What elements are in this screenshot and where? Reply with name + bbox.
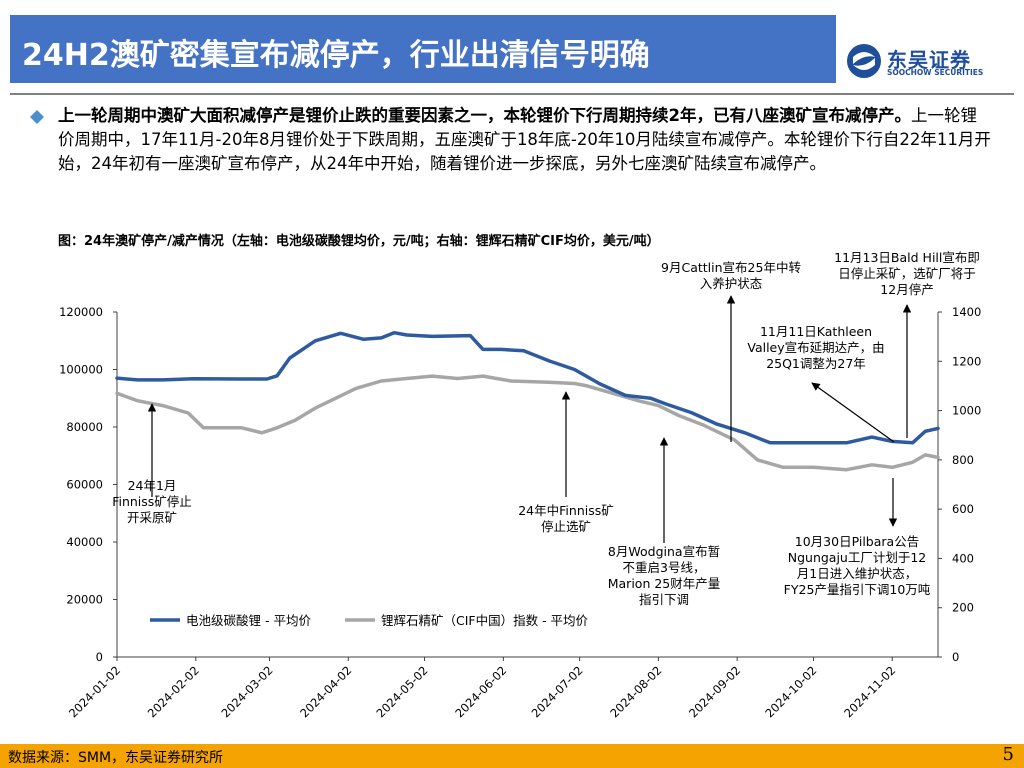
legend-carbonate-label: 电池级碳酸锂 - 平均价 [186, 613, 311, 628]
left-y-tick-label: 0 [96, 650, 103, 664]
left-y-tick-label: 60000 [66, 478, 103, 492]
annotation-text: 8月Wodgina宣布暂不重启3号线， Marion 25财年产量指引下调 [608, 544, 721, 607]
header-divider [10, 93, 1014, 95]
x-tick-label: 2024-07-02 [529, 663, 586, 720]
annotation-text: 9月Cattlin宣布25年中转入养护状态 [661, 260, 801, 291]
left-y-tick-label: 120000 [59, 305, 103, 319]
logo-text-cn: 东吴证券 [887, 48, 971, 72]
annotation-text: 10月30日Pilbara公告 Ngungaju工厂计划于12 月1日进入维护状态，… [784, 534, 931, 597]
soochow-logo: 东吴证券 SOOCHOW SECURITIES [845, 42, 1005, 82]
left-y-tick-label: 100000 [59, 363, 103, 377]
legend-spodumene-label: 锂辉石精矿（CIF中国）指数 - 平均价 [381, 613, 589, 628]
x-tick-label: 2024-05-02 [374, 663, 431, 720]
diamond-bullet-icon [30, 110, 44, 124]
figure-title: 图：24年澳矿停产/减产情况（左轴：电池级碳酸锂均价，元/吨；右轴：锂辉石精矿C… [58, 234, 660, 249]
body-bold-text: 上一轮周期中澳矿大面积减停产是锂价止跌的重要因素之一，本轮锂价下行周期持续2年，… [58, 106, 911, 125]
data-source: 数据来源：SMM，东吴证券研究所 [8, 750, 224, 766]
annotation-text: 24年中Finniss矿停止选矿 [518, 503, 614, 534]
page-title: 24H2澳矿密集宣布减停产，行业出清信号明确 [22, 38, 650, 73]
x-tick-label: 2024-04-02 [297, 663, 354, 720]
x-tick-label: 2024-11-02 [841, 663, 898, 720]
footer-bar: 数据来源：SMM，东吴证券研究所 5 [0, 744, 1024, 768]
x-tick-label: 2024-06-02 [452, 663, 509, 720]
x-tick-label: 2024-01-02 [66, 663, 123, 720]
spodumene-price-line [115, 374, 940, 472]
carbonate-price-line [115, 330, 940, 445]
x-tick-label: 2024-03-02 [218, 663, 275, 720]
left-y-tick-label: 40000 [66, 535, 103, 549]
annotation-text: 11月11日Kathleen Valley宣布延期达产，由 25Q1调整为27年 [747, 324, 884, 371]
x-tick-label: 2024-08-02 [607, 663, 664, 720]
right-y-tick-label: 1200 [952, 354, 981, 368]
x-tick-label: 2024-02-02 [145, 663, 202, 720]
right-y-tick-label: 200 [952, 601, 974, 615]
left-y-tick-label: 20000 [66, 593, 103, 607]
lithium-price-chart: 0 20000 40000 60000 80000 100000 120000 0 200 400… [59, 250, 981, 720]
logo-text-en: SOOCHOW SECURITIES [887, 68, 984, 77]
logo-mark-icon [847, 44, 881, 78]
right-y-tick-label: 400 [952, 551, 974, 565]
right-y-tick-label: 0 [952, 650, 959, 664]
x-tick-label: 2024-10-02 [762, 663, 819, 720]
left-y-tick-label: 80000 [66, 420, 103, 434]
title-bar: 24H2澳矿密集宣布减停产，行业出清信号明确 [10, 15, 836, 83]
right-y-tick-label: 1000 [952, 404, 981, 418]
body-paragraph: 上一轮周期中澳矿大面积减停产是锂价止跌的重要因素之一，本轮锂价下行周期持续2年，… [58, 104, 993, 176]
body-normal-text: 上一轮锂价周期中，17年11月-20年8月锂价处于下跌周期，五座澳矿于18年底-… [58, 106, 991, 173]
annotation-arrow [811, 382, 895, 443]
right-y-tick-label: 600 [952, 502, 974, 516]
page-number: 5 [1002, 744, 1014, 765]
right-y-tick-label: 1400 [952, 305, 981, 319]
x-tick-label: 2024-09-02 [686, 663, 743, 720]
right-y-tick-label: 800 [952, 453, 974, 467]
annotation-text: 11月13日Bald Hill宣布即日停止采矿，选矿厂将于 12月停产 [834, 250, 980, 297]
annotation-text: 24年1月 Finniss矿停止开采原矿 [112, 478, 192, 525]
